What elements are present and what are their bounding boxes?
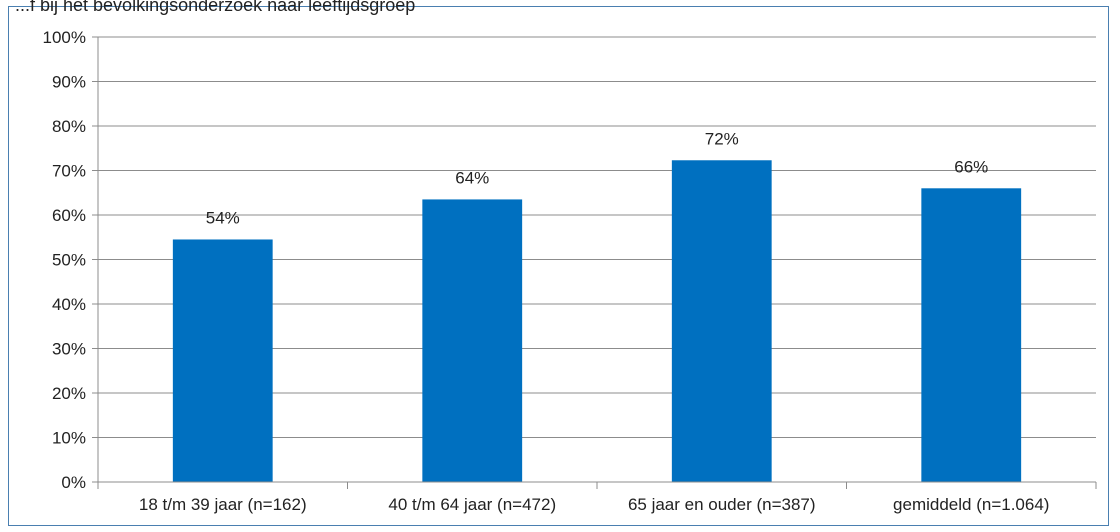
x-axis-ticks: 18 t/m 39 jaar (n=162) 40 t/m 64 jaar (n=…: [97, 482, 1097, 514]
y-tick-label: 50%: [52, 251, 86, 270]
y-tick-label: 70%: [52, 162, 86, 181]
y-tick-label: 60%: [52, 206, 86, 225]
bar: [921, 188, 1022, 483]
y-tick-label: 30%: [52, 340, 86, 359]
data-label: 72%: [705, 129, 739, 148]
data-labels: 54% 64% 72% 66%: [206, 129, 989, 227]
bar: [172, 239, 273, 482]
y-tick-label: 40%: [52, 295, 86, 314]
data-label: 54%: [206, 208, 240, 227]
y-axis-ticks: 0% 10% 20% 30% 40% 50% 60% 70% 80% 90% 100%: [43, 28, 98, 492]
y-tick-label: 80%: [52, 117, 86, 136]
data-label: 66%: [954, 157, 988, 176]
x-tick-label: 40 t/m 64 jaar (n=472): [388, 495, 556, 514]
x-tick-label: 18 t/m 39 jaar (n=162): [139, 495, 307, 514]
y-tick-label: 0%: [61, 473, 86, 492]
bars: [172, 160, 1022, 483]
data-label: 64%: [455, 168, 489, 187]
y-tick-label: 90%: [52, 73, 86, 92]
y-tick-label: 20%: [52, 384, 86, 403]
bar: [422, 199, 523, 483]
x-tick-label: 65 jaar en ouder (n=387): [628, 495, 816, 514]
y-tick-label: 10%: [52, 429, 86, 448]
y-tick-label: 100%: [43, 28, 86, 47]
bar: [671, 160, 772, 482]
axes: [97, 37, 1096, 483]
chart-title-clipped: ...f bij het bevolkingsonderzoek naar le…: [15, 0, 416, 15]
x-tick-label: gemiddeld (n=1.064): [893, 495, 1049, 514]
